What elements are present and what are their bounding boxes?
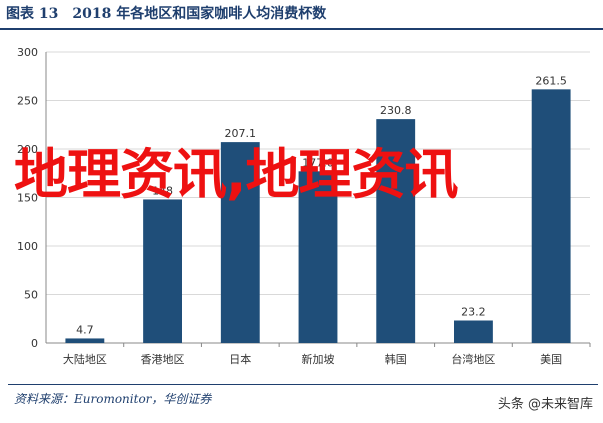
data-label: 4.7 (76, 323, 94, 336)
attribution-label: 头条 @未来智库 (497, 397, 593, 412)
bar (220, 142, 260, 343)
data-label: 148 (152, 184, 173, 197)
source-note: 资料来源：Euromonitor，华创证券 (14, 392, 212, 406)
bar (65, 338, 105, 343)
y-tick-label: 300 (17, 46, 38, 59)
y-tick-label: 50 (24, 289, 38, 302)
bar (531, 89, 571, 343)
bar (376, 119, 416, 344)
bar (143, 199, 182, 343)
watermark-text: 地理资讯,地理资讯 (14, 143, 459, 206)
x-tick-label: 大陆地区 (63, 352, 107, 366)
y-tick-label: 150 (17, 192, 38, 205)
x-tick-label: 新加坡 (302, 352, 335, 366)
data-label: 230.8 (380, 104, 412, 117)
y-tick-label: 0 (31, 337, 38, 350)
x-tick-label: 美国 (540, 353, 562, 366)
x-tick-label: 日本 (229, 352, 251, 366)
y-tick-label: 100 (17, 240, 38, 253)
figure-title: 图表 13 2018 年各地区和国家咖啡人均消费杯数 (6, 6, 327, 22)
data-label: 207.1 (225, 127, 257, 140)
x-tick-label: 韩国 (385, 352, 407, 366)
bar (454, 320, 493, 343)
y-tick-label: 200 (17, 143, 38, 156)
y-tick-label: 250 (17, 95, 38, 108)
x-tick-label: 台湾地区 (451, 352, 495, 366)
footer-rule (8, 384, 598, 385)
figure-header: 图表 13 2018 年各地区和国家咖啡人均消费杯数 (0, 0, 603, 30)
bar (298, 171, 338, 343)
header-rule (0, 28, 603, 30)
data-label: 177.0 (302, 156, 334, 169)
x-tick-label: 香港地区 (141, 353, 185, 366)
bar-chart: 0 50 100 150 200 250 300 4.7 大陆地区 148 香港地区 207.1 日本 1… (17, 46, 591, 366)
data-label: 23.2 (461, 305, 486, 318)
data-label: 261.5 (535, 74, 567, 87)
